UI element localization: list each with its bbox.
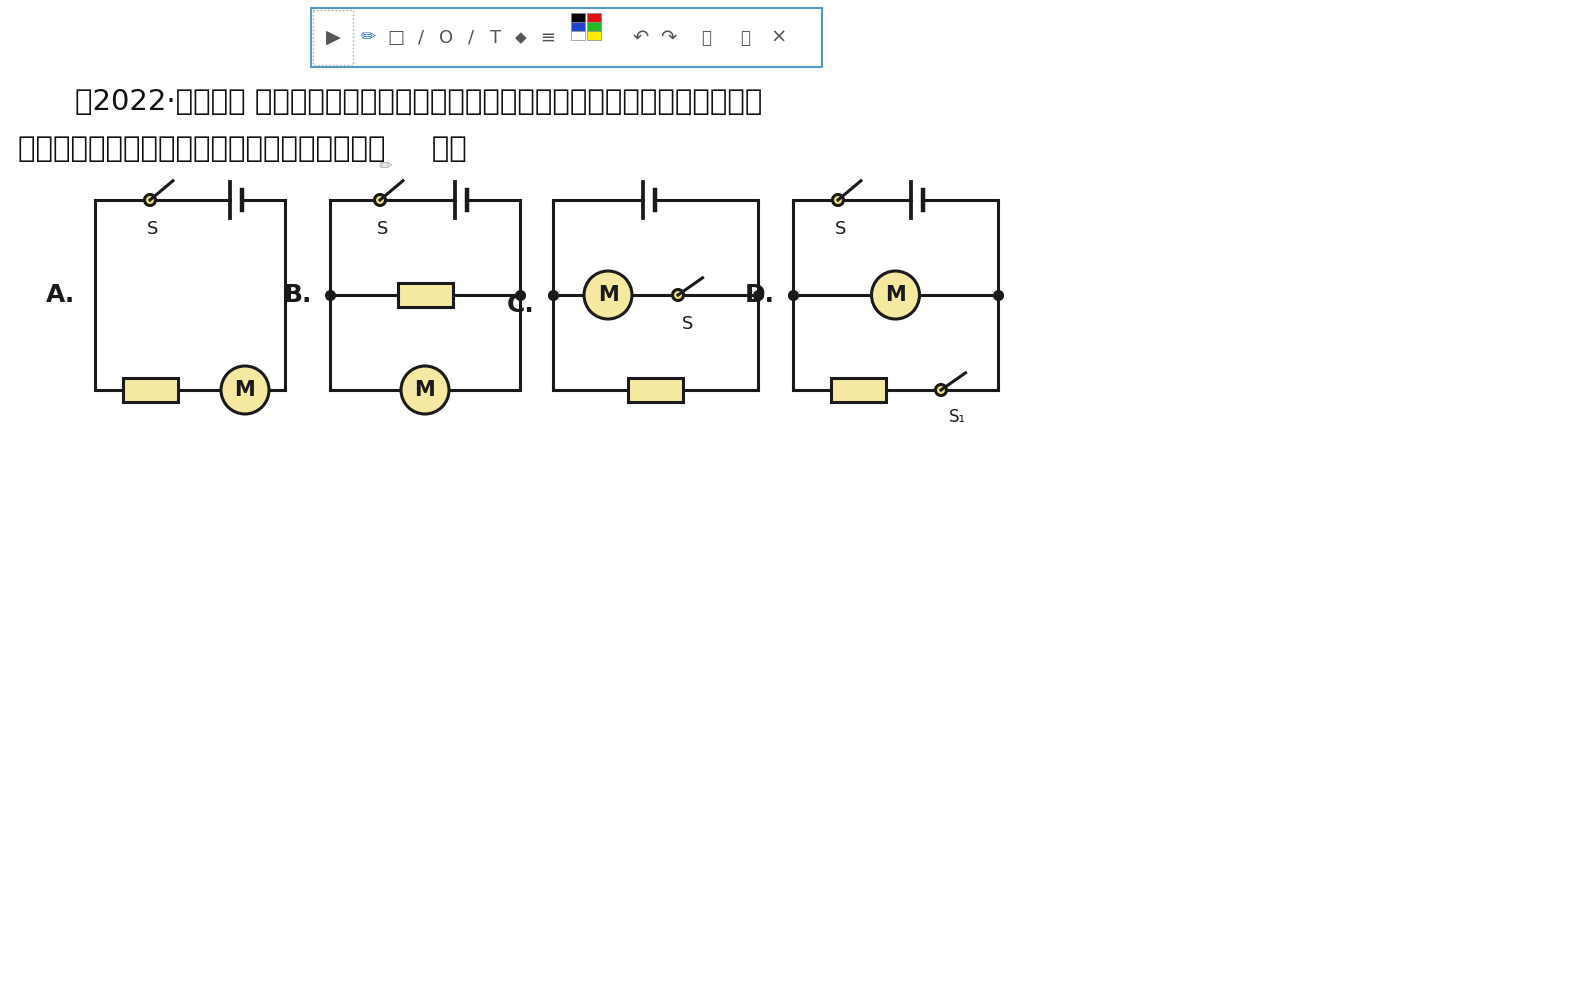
Text: ↶: ↶ <box>634 28 649 47</box>
Bar <box>123 378 177 402</box>
Circle shape <box>144 195 155 206</box>
Text: ↷: ↷ <box>660 28 676 47</box>
Bar <box>588 31 600 40</box>
Bar <box>588 13 600 22</box>
Circle shape <box>374 195 386 206</box>
Text: C.: C. <box>507 293 536 317</box>
Text: ✏: ✏ <box>360 29 376 46</box>
Text: A.: A. <box>46 283 74 307</box>
Text: ▶: ▶ <box>325 28 341 47</box>
Text: （2022·湖南长沙 某电吹风有冷风、热风两挡，如果只发热不吹风，会因温度过高引: （2022·湖南长沙 某电吹风有冷风、热风两挡，如果只发热不吹风，会因温度过高引 <box>74 88 763 116</box>
Text: T: T <box>490 29 501 46</box>
Text: ◆: ◆ <box>515 30 526 45</box>
Text: ✏: ✏ <box>378 156 392 174</box>
Text: 🔍: 🔍 <box>739 29 750 46</box>
Circle shape <box>585 271 632 319</box>
Text: S: S <box>836 220 847 238</box>
Bar <box>831 378 885 402</box>
Bar <box>588 22 600 31</box>
Bar <box>570 31 585 40</box>
Text: M: M <box>597 285 618 305</box>
Circle shape <box>673 289 684 300</box>
Text: M: M <box>414 380 436 400</box>
Text: M: M <box>885 285 905 305</box>
Text: 🗑: 🗑 <box>702 29 711 46</box>
Text: S: S <box>683 315 694 333</box>
Text: S: S <box>378 220 389 238</box>
Text: S: S <box>147 220 158 238</box>
Bar <box>627 378 683 402</box>
Circle shape <box>935 384 946 395</box>
Bar <box>313 10 352 65</box>
Text: /: / <box>468 29 474 46</box>
Text: ×: × <box>771 28 787 47</box>
Circle shape <box>872 271 920 319</box>
Circle shape <box>221 366 269 414</box>
Text: S₁: S₁ <box>948 408 965 426</box>
Text: /: / <box>419 29 423 46</box>
Text: D.: D. <box>746 283 776 307</box>
Bar <box>570 22 585 31</box>
Bar <box>398 283 452 307</box>
Text: 发安全事故。以下设计的电吹风电路合理的是（     ）。: 发安全事故。以下设计的电吹风电路合理的是（ ）。 <box>17 135 466 163</box>
Text: O: O <box>439 29 453 46</box>
Bar <box>570 13 585 22</box>
Text: □: □ <box>387 29 404 46</box>
Text: ≡: ≡ <box>540 29 556 46</box>
Text: B.: B. <box>284 283 311 307</box>
Bar <box>311 8 822 67</box>
Circle shape <box>833 195 844 206</box>
Text: M: M <box>234 380 256 400</box>
Circle shape <box>401 366 449 414</box>
